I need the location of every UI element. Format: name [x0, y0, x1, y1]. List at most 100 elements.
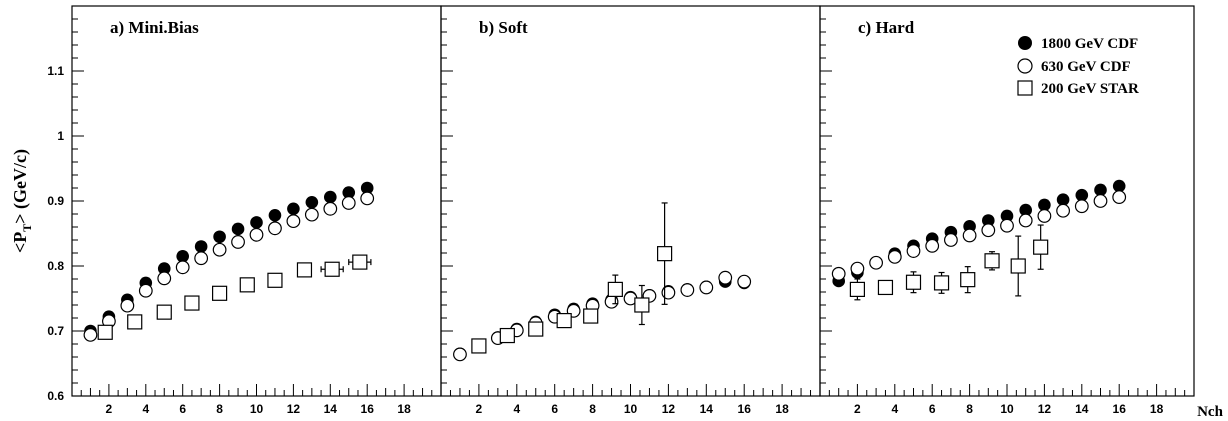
panel-frame: [819, 5, 1195, 397]
data-point-200-star: [97, 324, 113, 340]
data-point-200-star: [1010, 258, 1026, 274]
data-point-630-cdf: [1018, 213, 1033, 228]
data-point-630-cdf: [850, 261, 865, 276]
x-tick-label: 14: [1075, 402, 1089, 416]
data-point-1800-cdf: [1056, 193, 1070, 206]
data-point-200-star: [267, 272, 283, 288]
y-tick-label: 0.7: [47, 324, 64, 338]
data-point-200-star: [324, 261, 340, 277]
x-tick-label: 2: [476, 402, 483, 416]
data-point-630-cdf: [944, 233, 958, 247]
legend-label: 630 GeV CDF: [1041, 59, 1131, 75]
data-point-630-cdf: [175, 260, 190, 275]
x-tick-label: 14: [700, 402, 714, 416]
y-tick-label: 1.1: [47, 64, 64, 78]
x-tick-label: 12: [662, 402, 676, 416]
y-tick-label: 1: [57, 129, 64, 143]
data-point-630-cdf: [249, 227, 264, 242]
y-tick-label: 0.9: [47, 194, 64, 208]
data-point-630-cdf: [231, 235, 245, 249]
y-axis-label: <PT> (GeV/c): [10, 149, 34, 253]
data-point-1800-cdf: [231, 222, 245, 236]
data-point-630-cdf: [661, 285, 676, 300]
x-tick-label: 6: [551, 402, 558, 416]
data-point-1800-cdf: [1019, 203, 1032, 217]
data-point-200-star: [607, 281, 623, 297]
data-point-630-cdf: [323, 201, 338, 216]
data-point-630-cdf: [268, 221, 282, 236]
data-point-630-cdf: [680, 283, 695, 297]
data-point-200-star: [239, 277, 255, 293]
x-tick-label: 18: [775, 402, 789, 416]
data-point-200-star: [877, 279, 894, 296]
x-tick-label: 16: [1113, 402, 1127, 416]
data-point-200-star: [127, 314, 143, 330]
panel-title: c) Hard: [858, 18, 915, 37]
x-tick-label: 4: [891, 402, 898, 416]
data-point-200-star: [352, 254, 368, 270]
data-point-630-cdf: [341, 196, 356, 210]
data-point-1800-cdf: [213, 230, 226, 244]
data-point-630-cdf: [120, 298, 135, 313]
legend-marker-filled-circle: [1018, 36, 1032, 50]
data-point-630-cdf: [604, 294, 619, 309]
data-point-630-cdf: [1074, 199, 1089, 214]
data-point-200-star: [849, 281, 866, 297]
legend-marker-open-circle: [1017, 58, 1033, 74]
data-point-630-cdf: [962, 228, 977, 243]
data-point-200-star: [960, 272, 976, 288]
panel-title: b) Soft: [479, 18, 528, 37]
x-tick-label: 6: [929, 402, 936, 416]
data-point-630-cdf: [286, 214, 301, 229]
data-point-1800-cdf: [250, 216, 263, 229]
data-point-630-cdf: [360, 191, 375, 206]
data-point-1800-cdf: [176, 249, 189, 263]
x-tick-label: 4: [142, 402, 149, 416]
data-point-630-cdf: [925, 238, 940, 253]
data-point-630-cdf: [157, 271, 172, 286]
data-point-1800-cdf: [305, 196, 319, 209]
data-point-1800-cdf: [324, 190, 337, 204]
data-point-1800-cdf: [982, 214, 995, 227]
data-point-630-cdf: [212, 242, 227, 257]
x-tick-label: 10: [1000, 402, 1014, 416]
x-tick-label: 8: [589, 402, 596, 416]
data-point-1800-cdf: [194, 240, 208, 253]
data-point-1800-cdf: [1112, 179, 1126, 193]
data-point-630-cdf: [906, 244, 921, 258]
data-point-630-cdf: [453, 347, 467, 362]
data-point-1800-cdf: [1000, 209, 1014, 223]
x-tick-label: 8: [216, 402, 223, 416]
data-point-200-star: [296, 262, 313, 278]
data-point-1800-cdf: [360, 181, 374, 195]
x-tick-label: 4: [513, 402, 520, 416]
data-point-1800-cdf: [342, 186, 356, 199]
data-point-200-star: [499, 327, 515, 344]
x-axis-label: Nch: [1197, 404, 1223, 420]
legend-label: 200 GeV STAR: [1041, 81, 1139, 97]
data-point-200-star: [905, 274, 922, 290]
x-tick-label: 10: [250, 402, 264, 416]
data-point-1800-cdf: [1075, 188, 1089, 202]
data-point-630-cdf: [1093, 194, 1108, 208]
x-tick-label: 2: [854, 402, 861, 416]
data-point-630-cdf: [194, 251, 209, 266]
data-point-630-cdf: [699, 280, 714, 295]
data-point-630-cdf: [887, 249, 902, 264]
data-point-1800-cdf: [268, 209, 282, 222]
data-point-1800-cdf: [157, 262, 171, 275]
x-tick-label: 12: [1038, 402, 1052, 416]
data-point-200-star: [212, 285, 228, 301]
data-point-630-cdf: [981, 223, 996, 238]
data-point-200-star: [933, 275, 950, 291]
data-point-200-star: [984, 253, 1000, 269]
x-tick-label: 2: [106, 402, 113, 416]
data-point-630-cdf: [1000, 218, 1014, 233]
data-point-200-star: [634, 297, 650, 313]
y-tick-label: 0.8: [47, 259, 64, 273]
data-point-200-star: [1033, 239, 1049, 255]
data-point-630-cdf: [138, 283, 153, 298]
data-point-630-cdf: [831, 266, 846, 281]
data-point-200-star: [657, 246, 673, 262]
